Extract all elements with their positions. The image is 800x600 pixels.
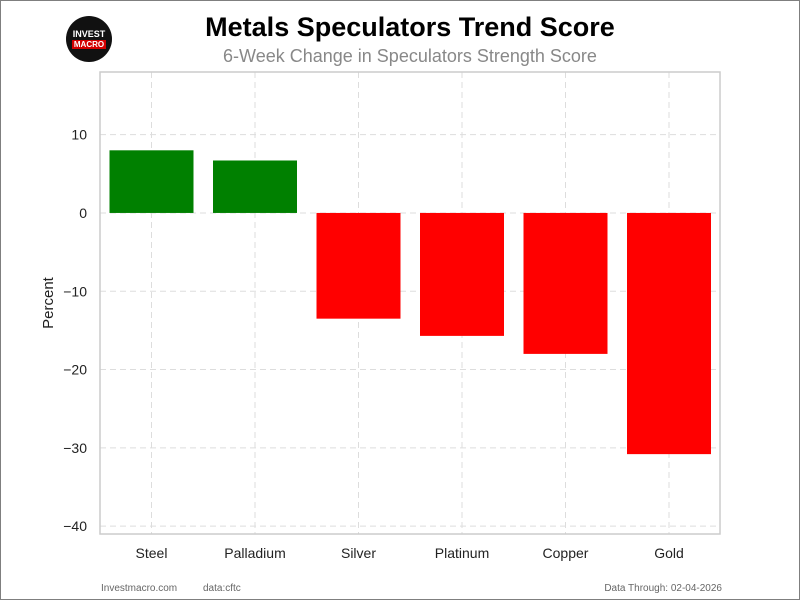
logo-line1: INVEST [72,29,106,39]
y-tick-label: 10 [71,127,87,143]
chart-subtitle: 6-Week Change in Speculators Strength Sc… [223,46,597,66]
x-tick-label: Platinum [435,545,489,561]
bar-platinum [420,212,504,336]
footer-source: data:cftc [203,583,241,594]
chart-title: Metals Speculators Trend Score [205,12,615,42]
y-tick-label: 0 [79,205,87,221]
bar-copper [523,212,608,354]
footer-site: Investmacro.com [101,583,178,594]
bar-steel [109,150,194,213]
investmacro-logo: INVEST MACRO [66,16,112,62]
tick-label-layer: 10 0 −10 −20 −30 −40 Steel Palladium Silver Plati… [63,127,684,561]
x-tick-label: Palladium [224,545,285,561]
x-tick-label: Copper [543,545,589,561]
bar-gold [627,212,711,455]
y-tick-label: −30 [63,440,87,456]
y-axis-label: Percent [40,276,57,329]
plot-area-border [99,71,721,535]
y-tick-label: −20 [63,362,87,378]
y-tick-label: −40 [63,518,87,534]
x-tick-label: Silver [341,545,376,561]
x-tick-label: Steel [136,545,168,561]
bar-layer [109,150,711,455]
bar-palladium [213,160,297,213]
bar-silver [316,212,401,319]
footer-data-through: Data Through: 02-04-2026 [604,583,722,594]
logo-line2: MACRO [71,40,107,49]
x-tick-label: Gold [654,545,684,561]
grid-layer [100,72,720,534]
y-tick-label: −10 [63,283,87,299]
